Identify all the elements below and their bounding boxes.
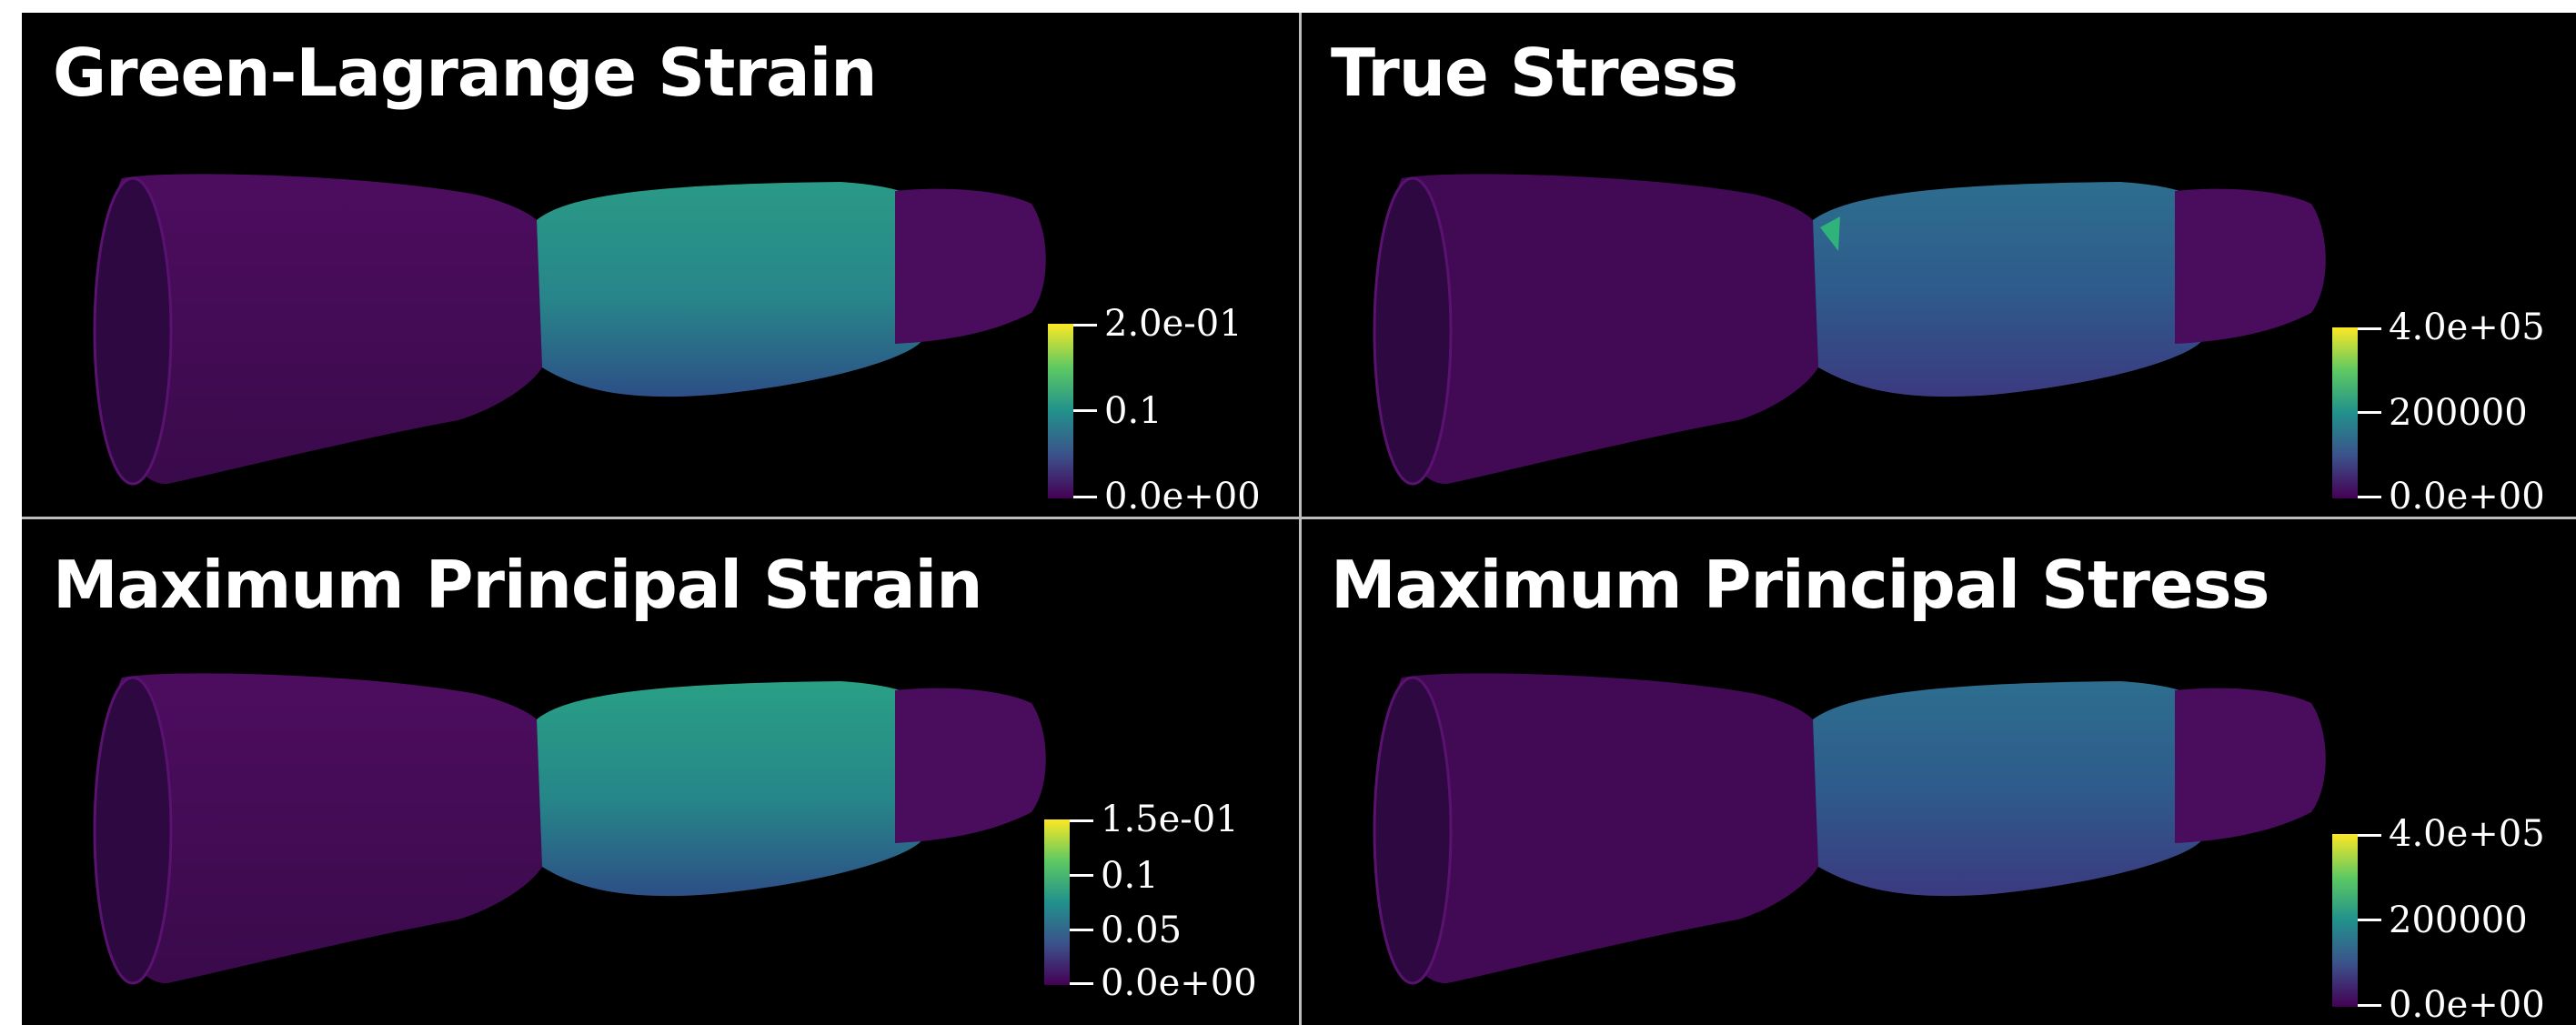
- vessel-mesh-image: [93, 673, 1046, 985]
- colorbar-gradient: [1044, 819, 1070, 985]
- colorbar-label-max: 4.0e+05: [2389, 813, 2545, 855]
- colorbar-gradient: [2332, 834, 2358, 1007]
- colorbar-label-mid: 0.1: [1101, 855, 1159, 897]
- colorbar-gradient: [2332, 327, 2358, 498]
- colorbar-tick: [1073, 496, 1097, 498]
- figure-grid: Green-Lagrange Strain: [22, 13, 2576, 1025]
- panel-maximum-principal-stress: Maximum Principal Stress 4.0e+05 200000 …: [1302, 519, 2576, 1025]
- colorbar-tick: [2358, 496, 2381, 498]
- vessel-mesh-image: [93, 174, 1046, 486]
- panel-title: True Stress: [1331, 35, 1738, 111]
- vessel-mesh-image: [1373, 174, 2326, 486]
- panel-title: Green-Lagrange Strain: [53, 35, 878, 111]
- colorbar-label-min: 0.0e+00: [1104, 476, 1261, 517]
- panel-title: Maximum Principal Strain: [53, 547, 982, 623]
- colorbar-tick: [1070, 982, 1093, 985]
- colorbar-label-min: 0.0e+00: [2389, 984, 2545, 1025]
- colorbar-tick: [2358, 834, 2381, 837]
- colorbar: 4.0e+05 200000 0.0e+00: [2332, 309, 2545, 515]
- colorbar-label-mid: 200000: [2389, 392, 2528, 434]
- colorbar-tick: [2358, 1004, 2381, 1007]
- colorbar: 2.0e-01 0.1 0.0e+00: [1048, 306, 1261, 515]
- colorbar-label-mid: 0.1: [1104, 390, 1162, 432]
- panel-title: Maximum Principal Stress: [1331, 547, 2269, 623]
- colorbar-tick: [1070, 874, 1093, 877]
- vessel-mesh-image: [1373, 673, 2326, 985]
- panel-green-lagrange-strain: Green-Lagrange Strain: [22, 13, 1299, 517]
- colorbar-tick: [1073, 324, 1097, 327]
- panel-true-stress: True Stress 4.0e+05 200000 0.0e+00: [1302, 13, 2576, 517]
- colorbar-tick: [1073, 409, 1097, 412]
- colorbar-label-max: 1.5e-01: [1101, 799, 1239, 840]
- colorbar-label-max: 4.0e+05: [2389, 306, 2545, 348]
- colorbar-tick: [1070, 929, 1093, 931]
- colorbar-label-low: 0.05: [1101, 909, 1182, 951]
- colorbar-tick: [2358, 411, 2381, 414]
- panel-maximum-principal-strain: Maximum Principal Strain 1.5e-01: [22, 519, 1299, 1025]
- colorbar: 4.0e+05 200000 0.0e+00: [2332, 816, 2545, 1023]
- colorbar: 1.5e-01 0.1 0.05 0.0e+00: [1044, 801, 1257, 1001]
- colorbar-label-min: 0.0e+00: [1101, 962, 1257, 1004]
- colorbar-tick: [1070, 819, 1093, 822]
- colorbar-gradient: [1048, 324, 1073, 498]
- colorbar-tick: [2358, 919, 2381, 921]
- colorbar-label-max: 2.0e-01: [1104, 303, 1243, 345]
- colorbar-tick: [2358, 327, 2381, 330]
- colorbar-label-mid: 200000: [2389, 899, 2528, 941]
- colorbar-label-min: 0.0e+00: [2389, 476, 2545, 517]
- horizontal-divider: [22, 517, 2576, 519]
